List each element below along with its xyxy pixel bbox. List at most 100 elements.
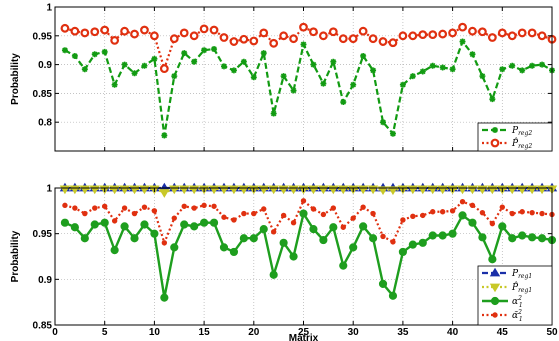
- data-point: [339, 261, 348, 270]
- x-tick-label: 20: [248, 327, 260, 338]
- data-point: [251, 210, 257, 217]
- data-point: [419, 68, 426, 75]
- data-point: [360, 52, 367, 59]
- data-point: [478, 27, 487, 37]
- data-point: [151, 208, 158, 214]
- data-point: [469, 202, 476, 209]
- data-point: [489, 220, 496, 227]
- data-point: [309, 27, 318, 37]
- data-point: [429, 62, 436, 69]
- data-point: [179, 28, 189, 38]
- data-point: [449, 66, 456, 73]
- data-point: [368, 234, 378, 243]
- data-point: [211, 46, 218, 53]
- data-point: [81, 66, 88, 73]
- data-point: [318, 31, 328, 41]
- data-point: [290, 220, 297, 226]
- data-point: [497, 28, 507, 38]
- data-point: [220, 63, 227, 70]
- data-point: [489, 96, 496, 103]
- data-point: [350, 215, 356, 221]
- data-point: [389, 130, 396, 137]
- data-point: [110, 246, 119, 255]
- x-axis-label: Matrix: [289, 333, 319, 341]
- data-point: [90, 27, 100, 37]
- data-point: [328, 27, 338, 37]
- data-point: [398, 247, 407, 257]
- data-point: [398, 31, 408, 41]
- data-point: [408, 240, 417, 249]
- data-point: [140, 220, 149, 229]
- data-point: [509, 210, 515, 217]
- data-point: [448, 229, 457, 238]
- data-point: [320, 211, 327, 218]
- data-point: [259, 225, 268, 234]
- data-point: [420, 212, 426, 219]
- data-point: [240, 58, 247, 65]
- legend-marker: [490, 138, 500, 148]
- data-point: [70, 26, 80, 36]
- data-point: [249, 234, 258, 243]
- data-point: [519, 209, 525, 215]
- data-point: [170, 243, 179, 252]
- data-point: [430, 209, 436, 215]
- data-point: [399, 81, 406, 88]
- data-point: [330, 58, 337, 65]
- x-tick-label: 40: [447, 327, 459, 338]
- data-point: [60, 218, 70, 227]
- data-point: [259, 28, 269, 38]
- data-point: [289, 252, 298, 261]
- legend-item: P̂reg1: [482, 281, 532, 294]
- data-point: [209, 25, 219, 35]
- data-point: [438, 29, 448, 39]
- legend-marker: [489, 267, 501, 277]
- data-point: [149, 31, 159, 41]
- data-point: [378, 37, 388, 46]
- data-point: [537, 234, 547, 243]
- data-point: [377, 186, 389, 196]
- legend-marker: [489, 283, 501, 293]
- legend-label: P̂reg2: [511, 137, 532, 150]
- data-point: [269, 38, 279, 48]
- legend-item: Preg1: [482, 267, 532, 280]
- data-point: [120, 26, 129, 36]
- legend-marker: [490, 296, 500, 306]
- data-point: [229, 37, 239, 46]
- data-point: [279, 31, 289, 41]
- data-point: [517, 28, 527, 38]
- data-point: [180, 220, 189, 229]
- data-point: [529, 62, 536, 69]
- y-axis-label: Probability: [10, 230, 21, 282]
- data-point: [410, 213, 416, 220]
- data-point: [518, 231, 527, 240]
- data-point: [388, 291, 398, 300]
- y-tick-label: 0.95: [33, 31, 53, 42]
- data-point: [418, 30, 428, 40]
- data-point: [80, 28, 90, 38]
- data-point: [111, 81, 118, 88]
- data-point: [181, 203, 187, 209]
- data-point: [141, 204, 148, 210]
- data-point: [71, 52, 78, 59]
- data-point: [320, 80, 327, 87]
- legend-item: Preg2: [482, 126, 532, 137]
- data-point: [190, 222, 199, 231]
- legend-box: [477, 122, 553, 152]
- data-point: [428, 30, 438, 40]
- x-tick-label: 5: [102, 327, 108, 338]
- data-point: [200, 218, 209, 227]
- data-point: [519, 67, 526, 74]
- data-point: [387, 186, 399, 196]
- data-point: [181, 50, 188, 57]
- data-point: [448, 28, 458, 38]
- data-point: [231, 217, 237, 223]
- data-point: [270, 229, 277, 235]
- series-1-3: [62, 198, 555, 247]
- data-point: [380, 233, 386, 240]
- data-point: [418, 238, 427, 247]
- data-point: [120, 222, 129, 231]
- data-point: [261, 206, 267, 212]
- data-point: [62, 202, 68, 209]
